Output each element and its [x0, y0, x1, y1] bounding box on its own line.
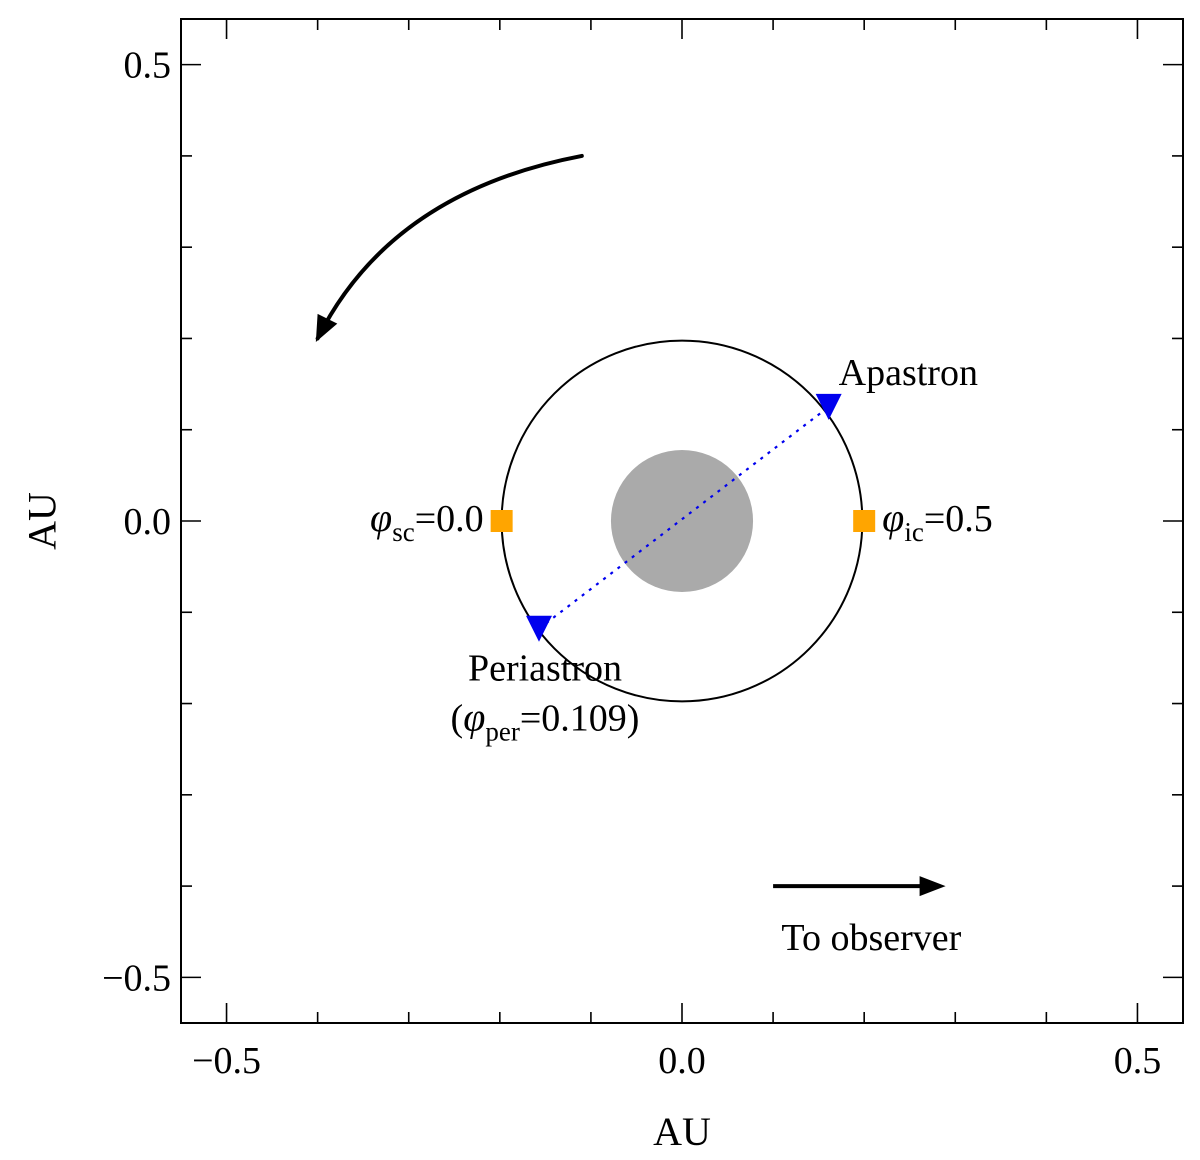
phase-value: =0.109) [520, 698, 640, 740]
plot-frame [180, 18, 1184, 1024]
phase-value: =0.0 [415, 498, 484, 540]
apastron-label: Apastron [839, 352, 978, 394]
conjunction-marker [853, 510, 876, 532]
y-axis-label: AU [20, 492, 65, 550]
phase-subscript: ic [904, 517, 924, 547]
superior-conjunction-label: φsc=0.0 [370, 495, 484, 547]
x-axis-label: AU [653, 1109, 711, 1154]
apsis-marker [815, 393, 842, 420]
phase-value: =0.5 [924, 498, 993, 540]
y-tick-label: 0.5 [124, 45, 172, 87]
x-tick-label: −0.5 [192, 1040, 261, 1082]
y-tick-label: −0.5 [102, 957, 171, 999]
star-disk [610, 449, 754, 593]
apsis-marker [525, 615, 552, 642]
paren-open: ( [451, 698, 464, 740]
x-tick-label: 0.0 [658, 1040, 706, 1082]
major-ticks [181, 19, 1183, 1023]
minor-ticks [181, 19, 1183, 1023]
plot-content [315, 153, 946, 897]
conjunction-marker [490, 510, 513, 532]
inferior-conjunction-label: φic=0.5 [882, 495, 993, 547]
periastron-label: Periastron [468, 648, 622, 690]
rotation-arrow [315, 153, 584, 341]
observer-arrowhead [919, 876, 946, 897]
phase-symbol: φ [463, 695, 485, 740]
rotation-arrowhead [315, 313, 338, 343]
x-tick-label: 0.5 [1114, 1040, 1162, 1082]
apsidal-line [538, 406, 830, 630]
phase-symbol: φ [882, 495, 904, 540]
observer-label: To observer [781, 917, 961, 959]
phase-symbol: φ [370, 495, 392, 540]
periastron-phase-label: (φper=0.109) [451, 695, 640, 747]
phase-subscript: sc [392, 517, 415, 547]
phase-subscript: per [485, 717, 519, 747]
y-tick-label: 0.0 [124, 501, 172, 543]
